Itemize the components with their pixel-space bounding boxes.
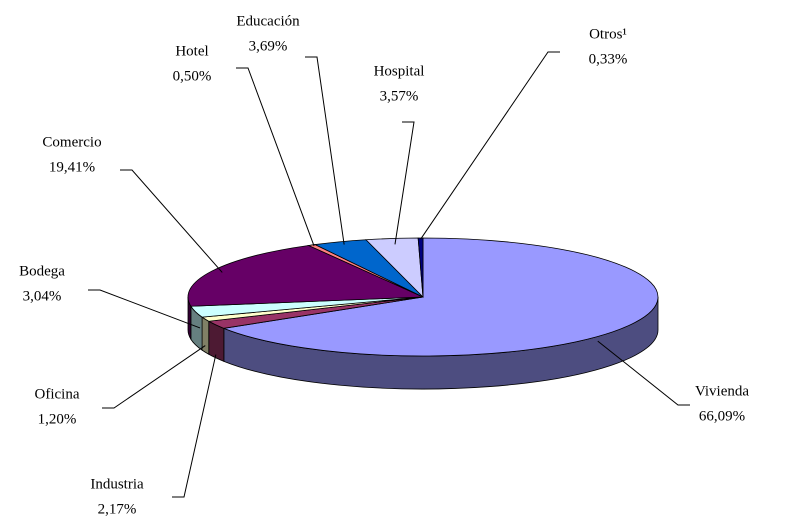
value-label: 2,17%: [98, 501, 137, 517]
leader-line: [102, 345, 206, 409]
category-label: Otros¹: [589, 26, 627, 42]
leader-line: [88, 289, 201, 329]
category-label: Vivienda: [695, 383, 749, 399]
value-label: 0,50%: [173, 68, 212, 84]
leader-line: [597, 340, 690, 406]
slice: [417, 237, 424, 298]
category-label: Hotel: [175, 43, 208, 59]
value-label: 3,04%: [23, 288, 62, 304]
value-label: 3,57%: [380, 88, 419, 104]
category-label: Bodega: [19, 263, 65, 279]
category-label: Oficina: [35, 386, 80, 402]
leader-line: [394, 121, 415, 245]
slice: [222, 237, 659, 357]
leader-line: [420, 51, 560, 240]
leader-line: [236, 67, 315, 247]
slice: [187, 245, 424, 307]
value-label: 1,20%: [38, 411, 77, 427]
leader-line: [172, 354, 217, 498]
value-label: 0,33%: [589, 51, 628, 67]
leader-line: [305, 56, 345, 245]
category-label: Hospital: [374, 63, 425, 79]
leader-line: [120, 169, 223, 273]
value-label: 3,69%: [249, 38, 288, 54]
category-label: Educación: [236, 13, 300, 29]
slice-side: [201, 316, 210, 355]
category-label: Comercio: [42, 134, 101, 150]
value-label: 19,41%: [49, 159, 95, 175]
value-label: 66,09%: [699, 408, 745, 424]
category-label: Industria: [90, 476, 144, 492]
